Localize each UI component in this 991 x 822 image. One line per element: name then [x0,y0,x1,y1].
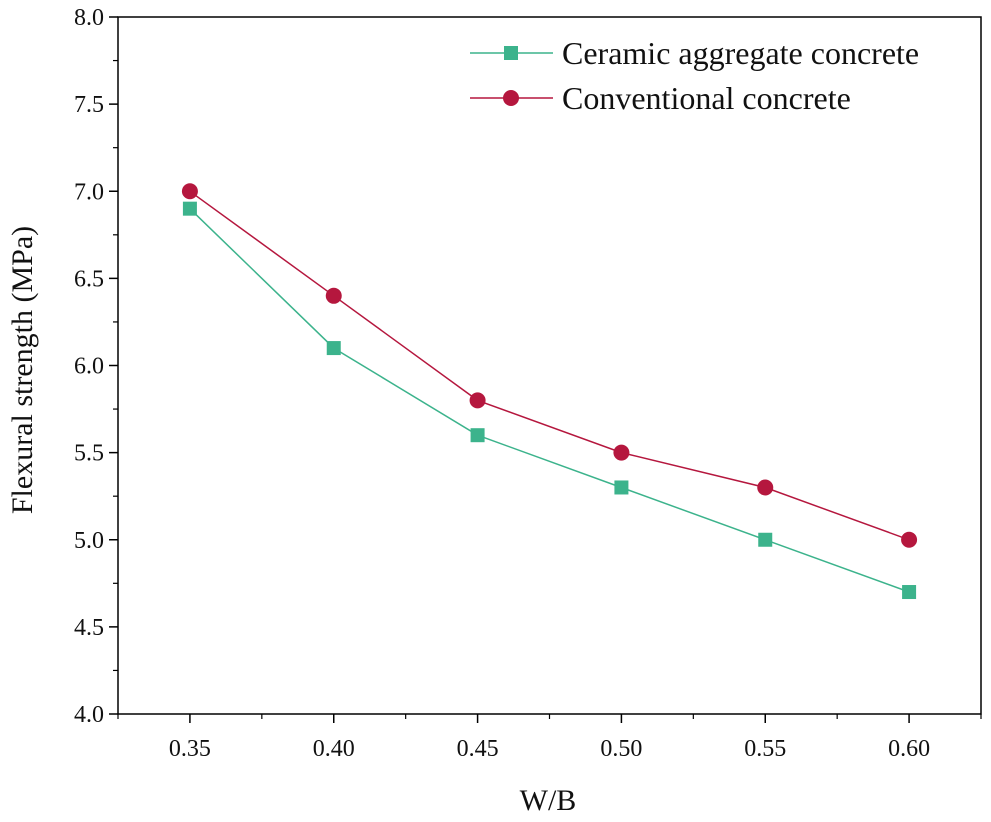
y-tick-label: 6.5 [74,266,104,292]
data-point-square [902,585,917,600]
data-point-circle [613,444,630,461]
series-line-0 [189,208,910,593]
x-tick-label: 0.55 [744,736,786,762]
y-tick-label: 7.0 [74,179,104,205]
y-tick-label: 4.0 [74,702,104,728]
plot-frame [117,16,982,715]
series-lines [189,190,910,593]
legend-label-conventional: Conventional concrete [562,80,851,116]
legend: Ceramic aggregate concrete Conventional … [470,35,919,116]
legend-marker-square [504,46,518,60]
axis-ticks: 4.0 4.5 5.0 5.5 6.0 6.5 7.0 7.5 8.0 0.35 0.40 0.45 0… [74,5,982,762]
data-point-circle [181,183,198,200]
y-tick-label: 8.0 [74,5,104,31]
legend-marker-circle [503,90,519,106]
x-tick-label: 0.50 [600,736,642,762]
series-markers [181,183,918,600]
y-tick-label: 5.0 [74,528,104,554]
y-axis-title: Flexural strength (MPa) [6,226,39,514]
x-tick-label: 0.60 [888,736,930,762]
legend-label-ceramic: Ceramic aggregate concrete [562,35,919,71]
y-tick-label: 6.0 [74,354,104,380]
data-point-circle [757,479,774,496]
data-point-square [326,341,341,356]
data-point-square [470,428,485,443]
data-point-square [758,532,773,547]
data-point-square [614,480,629,495]
x-axis-title: W/B [520,784,577,817]
series-line-1 [189,190,910,541]
x-tick-label: 0.35 [169,736,211,762]
y-tick-label: 4.5 [74,615,104,641]
data-point-circle [325,287,342,304]
y-tick-label: 5.5 [74,441,104,467]
data-point-circle [469,392,486,409]
data-point-circle [901,531,918,548]
x-tick-label: 0.45 [457,736,499,762]
data-point-square [182,201,197,216]
x-tick-label: 0.40 [313,736,355,762]
y-tick-label: 7.5 [74,92,104,118]
